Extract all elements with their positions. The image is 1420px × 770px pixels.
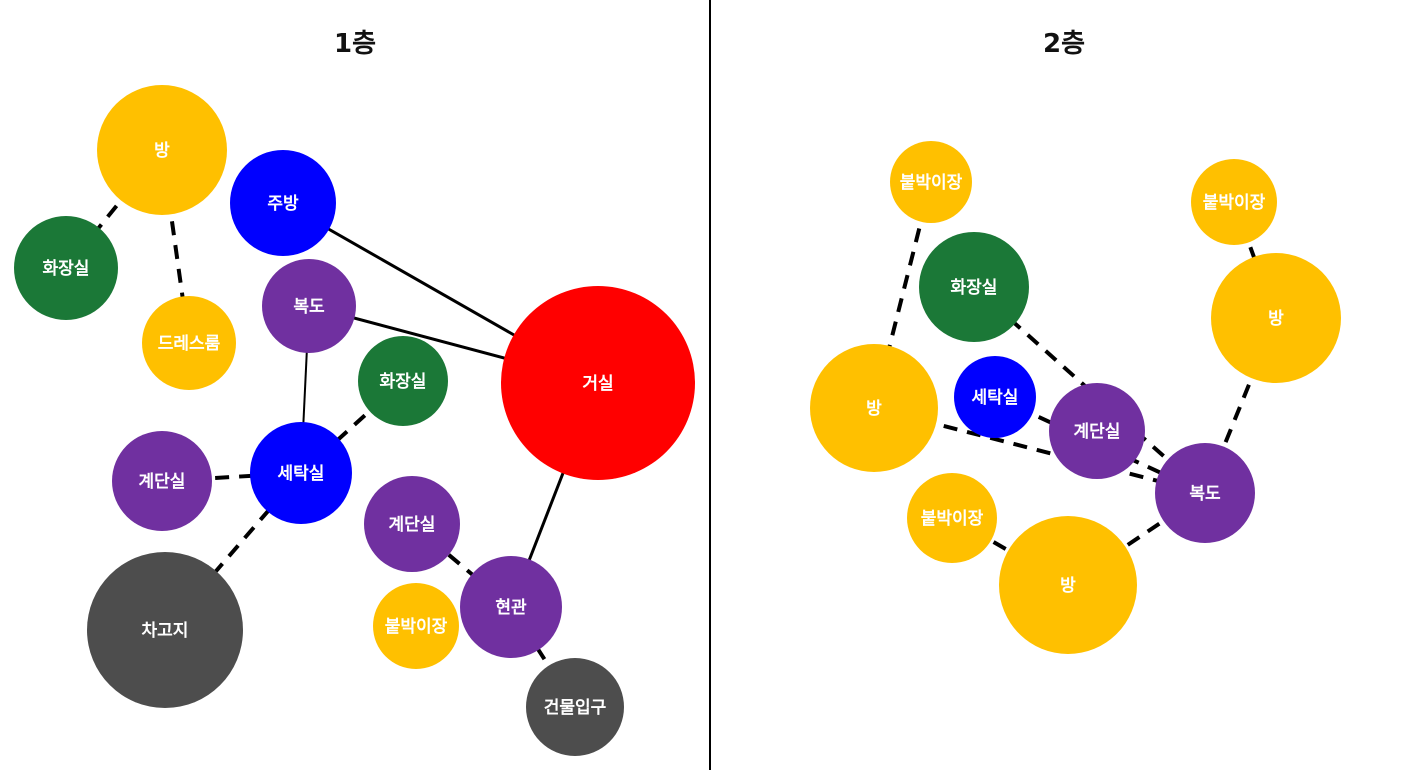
room-circle	[526, 658, 624, 756]
room-label: 붙박이장	[385, 617, 448, 637]
room-node-f1-gyedan-a: 계단실	[112, 431, 212, 531]
room-label: 방	[1268, 309, 1284, 329]
room-label: 방	[154, 141, 170, 161]
room-circle	[358, 336, 448, 426]
room-label: 화장실	[43, 259, 90, 279]
room-label: 계단실	[139, 472, 186, 492]
room-label: 붙박이장	[900, 173, 963, 193]
room-node-f2-setak: 세탁실	[954, 356, 1036, 438]
room-node-f2-bokdo: 복도	[1155, 443, 1255, 543]
room-node-f1-gyedan-b: 계단실	[364, 476, 460, 572]
room-node-f2-hwajang: 화장실	[919, 232, 1029, 342]
room-node-f1-hyeon: 현관	[460, 556, 562, 658]
room-label: 붙박이장	[921, 509, 984, 529]
room-label: 화장실	[951, 278, 998, 298]
room-node-f1-hwajang-a: 화장실	[14, 216, 118, 320]
room-circle	[97, 85, 227, 215]
room-node-f1-hwajang-b: 화장실	[358, 336, 448, 426]
room-label: 방	[1060, 576, 1076, 596]
room-circle	[373, 583, 459, 669]
room-circle	[460, 556, 562, 658]
room-label: 복도	[1189, 484, 1221, 504]
room-node-f2-bang-b: 방	[999, 516, 1137, 654]
room-node-f1-ipgu: 건물입구	[526, 658, 624, 756]
room-circle	[890, 141, 972, 223]
room-label: 드레스룸	[158, 334, 221, 354]
room-node-f2-gyedan: 계단실	[1049, 383, 1145, 479]
room-circle	[907, 473, 997, 563]
room-circle	[1049, 383, 1145, 479]
room-node-f2-buliv-a: 붙박이장	[890, 141, 972, 223]
room-circle	[1155, 443, 1255, 543]
room-label: 방	[866, 399, 882, 419]
room-label: 붙박이장	[1203, 193, 1266, 213]
room-circle	[1211, 253, 1341, 383]
room-circle	[87, 552, 243, 708]
floor-2-title: 2층	[1043, 29, 1085, 59]
room-node-f2-bang-r: 방	[1211, 253, 1341, 383]
room-circle	[250, 422, 352, 524]
room-circle	[230, 150, 336, 256]
room-node-f2-buliv-c: 붙박이장	[907, 473, 997, 563]
room-label: 건물입구	[544, 698, 607, 718]
room-label: 세탁실	[278, 464, 325, 484]
room-node-f1-bokdo: 복도	[262, 259, 356, 353]
room-label: 차고지	[142, 621, 189, 641]
room-circle	[112, 431, 212, 531]
room-node-f1-chago: 차고지	[87, 552, 243, 708]
room-node-f2-buliv-b: 붙박이장	[1191, 159, 1277, 245]
room-circle	[810, 344, 938, 472]
room-label: 거실	[582, 374, 613, 394]
room-circle	[364, 476, 460, 572]
room-node-f1-buliv: 붙박이장	[373, 583, 459, 669]
room-circle	[999, 516, 1137, 654]
room-node-f1-jubang: 주방	[230, 150, 336, 256]
room-node-f2-bang-l: 방	[810, 344, 938, 472]
room-node-f1-bang: 방	[97, 85, 227, 215]
room-circle	[14, 216, 118, 320]
room-label: 주방	[267, 194, 299, 214]
room-label: 계단실	[389, 515, 436, 535]
room-label: 세탁실	[972, 388, 1019, 408]
room-circle	[501, 286, 695, 480]
room-label: 계단실	[1074, 422, 1121, 442]
room-label: 복도	[293, 297, 325, 317]
room-circle	[142, 296, 236, 390]
room-node-f1-setak: 세탁실	[250, 422, 352, 524]
room-circle	[262, 259, 356, 353]
room-label: 화장실	[380, 372, 427, 392]
room-label: 현관	[495, 598, 527, 618]
room-circle	[954, 356, 1036, 438]
room-node-f1-geosil: 거실	[501, 286, 695, 480]
room-node-f1-dress: 드레스룸	[142, 296, 236, 390]
room-circle	[1191, 159, 1277, 245]
floor-1-title: 1층	[334, 29, 376, 59]
room-circle	[919, 232, 1029, 342]
